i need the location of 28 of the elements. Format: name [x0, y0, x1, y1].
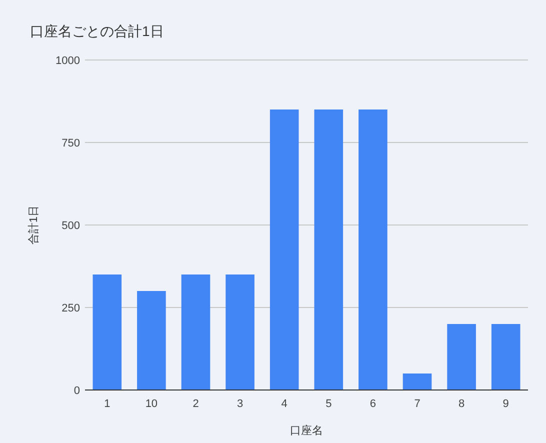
x-tick-label: 2 [192, 398, 199, 410]
y-tick-label: 500 [62, 220, 80, 232]
bar [137, 291, 166, 390]
x-tick-label: 9 [502, 398, 509, 410]
x-tick-label: 7 [414, 398, 420, 410]
x-axis-title: 口座名 [290, 424, 323, 437]
x-tick-label: 4 [281, 398, 288, 410]
bar [314, 110, 344, 390]
x-tick-label: 8 [458, 398, 465, 410]
bar [270, 110, 299, 390]
x-tick-label: 3 [236, 398, 244, 410]
y-tick-label: 1000 [56, 55, 80, 67]
chart-title: 口座名ごとの合計1日 [30, 23, 164, 39]
y-tick-label: 0 [74, 385, 80, 397]
x-tick-label: 5 [326, 398, 332, 410]
x-tick-label: 6 [370, 398, 376, 410]
bar [402, 374, 432, 390]
bar [226, 274, 254, 390]
bar [92, 274, 122, 390]
y-axis-title: 合計1日 [27, 205, 40, 245]
y-tick-label: 250 [62, 302, 80, 314]
y-tick-label: 750 [62, 138, 80, 150]
x-tick-label: 10 [145, 398, 158, 410]
x-tick-label: 1 [104, 398, 110, 410]
bar [181, 274, 210, 390]
bar [358, 110, 388, 390]
bar [447, 324, 476, 390]
bar [491, 324, 520, 390]
